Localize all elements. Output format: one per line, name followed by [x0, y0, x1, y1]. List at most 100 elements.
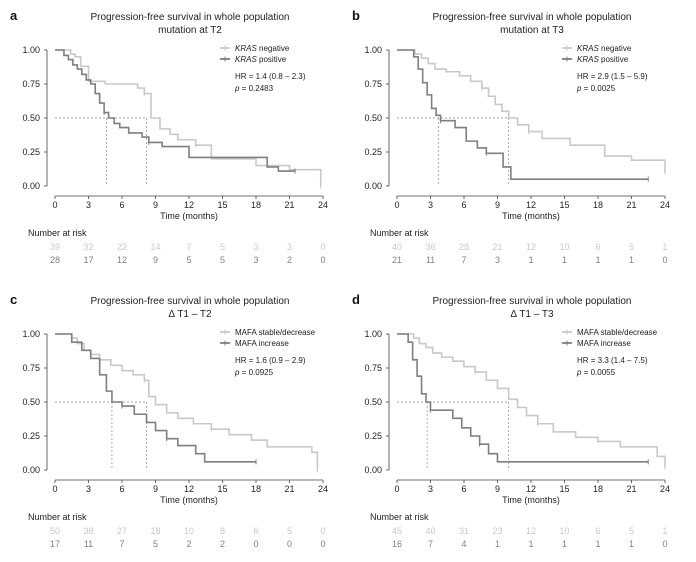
legend-label: MAFA increase [577, 339, 631, 348]
risk-count: 1 [629, 539, 634, 549]
y-tick-label: 0.75 [22, 79, 40, 89]
y-tick-label: 0.50 [22, 113, 40, 123]
legend-label: KRAS negative [577, 44, 632, 53]
x-tick-label: 18 [593, 200, 603, 210]
risk-count: 0 [662, 539, 667, 549]
legend-label: KRAS positive [577, 55, 629, 64]
risk-count: 16 [392, 539, 402, 549]
number-at-risk-label: Number at risk [370, 512, 429, 522]
risk-count: 6 [253, 526, 258, 536]
risk-count: 1 [562, 539, 567, 549]
x-axis-label: Time (months) [160, 211, 218, 221]
y-tick-label: 1.00 [22, 329, 40, 339]
survival-curve-1 [397, 49, 666, 173]
risk-count: 3 [287, 242, 292, 252]
risk-count: 5 [220, 255, 225, 265]
risk-count: 18 [150, 526, 160, 536]
x-tick-label: 18 [251, 484, 261, 494]
risk-count: 45 [392, 526, 402, 536]
x-tick-label: 15 [559, 200, 569, 210]
risk-count: 1 [595, 539, 600, 549]
survival-curve-1 [55, 49, 322, 186]
risk-count: 9 [153, 255, 158, 265]
x-tick-label: 6 [461, 484, 466, 494]
legend-gene-name: KRAS [577, 55, 599, 64]
y-tick-label: 0.00 [364, 181, 382, 191]
risk-count: 21 [492, 242, 502, 252]
x-tick-label: 18 [251, 200, 261, 210]
x-axis-label: Time (months) [160, 495, 218, 505]
y-tick-label: 0.50 [364, 113, 382, 123]
x-tick-label: 24 [318, 200, 328, 210]
risk-count: 3 [253, 255, 258, 265]
risk-count: 5 [287, 526, 292, 536]
risk-count: 1 [528, 255, 533, 265]
risk-count: 1 [528, 539, 533, 549]
risk-count: 27 [117, 526, 127, 536]
p-symbol: p [234, 84, 240, 93]
x-tick-label: 3 [86, 200, 91, 210]
x-tick-label: 0 [52, 200, 57, 210]
risk-count: 21 [392, 255, 402, 265]
x-tick-label: 9 [153, 200, 158, 210]
risk-count: 7 [186, 242, 191, 252]
p-symbol: p [576, 368, 582, 377]
chart-subtitle: mutation at T2 [158, 25, 222, 36]
legend-status: positive [257, 55, 287, 64]
y-tick-label: 0.25 [22, 147, 40, 157]
x-tick-label: 3 [428, 200, 433, 210]
risk-count: 0 [320, 526, 325, 536]
risk-count: 0 [320, 242, 325, 252]
x-tick-label: 12 [526, 484, 536, 494]
p-value: p = 0.0025 [576, 84, 616, 93]
risk-count: 12 [526, 242, 536, 252]
risk-count: 50 [50, 526, 60, 536]
risk-count: 0 [320, 255, 325, 265]
risk-count: 0 [287, 539, 292, 549]
p-value: p = 0.2483 [234, 84, 274, 93]
y-tick-label: 0.25 [22, 431, 40, 441]
chart-subtitle: Δ T1 – T2 [168, 309, 212, 320]
y-tick-label: 0.25 [364, 431, 382, 441]
p-number: = 0.0055 [581, 368, 615, 377]
survival-curve-2 [55, 333, 256, 463]
x-tick-label: 6 [119, 200, 124, 210]
risk-count: 0 [253, 539, 258, 549]
risk-count: 1 [495, 539, 500, 549]
number-at-risk-label: Number at risk [28, 512, 87, 522]
panel-letter: a [10, 8, 18, 23]
panel-letter: b [352, 8, 360, 23]
y-tick-label: 1.00 [364, 45, 382, 55]
risk-count: 22 [117, 242, 127, 252]
risk-count: 17 [83, 255, 93, 265]
survival-curve-2 [397, 333, 649, 463]
risk-count: 36 [425, 242, 435, 252]
y-tick-label: 0.00 [364, 465, 382, 475]
km-chart-d: d Progression-free survival in whole popu… [352, 292, 670, 549]
legend-label: MAFA stable/decrease [577, 328, 658, 337]
risk-count: 39 [50, 242, 60, 252]
risk-count: 2 [220, 539, 225, 549]
risk-count: 5 [153, 539, 158, 549]
legend-gene-name: KRAS [235, 55, 257, 64]
y-tick-label: 1.00 [22, 45, 40, 55]
x-tick-label: 12 [184, 484, 194, 494]
x-tick-label: 0 [394, 200, 399, 210]
risk-count: 40 [425, 526, 435, 536]
y-tick-label: 0.00 [22, 465, 40, 475]
risk-count: 10 [559, 526, 569, 536]
y-tick-label: 0.00 [22, 181, 40, 191]
chart-title: Progression-free survival in whole popul… [91, 296, 290, 307]
risk-count: 40 [392, 242, 402, 252]
x-tick-label: 0 [394, 484, 399, 494]
x-tick-label: 21 [284, 200, 294, 210]
risk-count: 7 [461, 255, 466, 265]
km-chart-b: b Progression-free survival in whole popu… [352, 8, 670, 265]
risk-count: 28 [459, 242, 469, 252]
p-symbol: p [234, 368, 240, 377]
risk-count: 0 [662, 255, 667, 265]
y-tick-label: 0.75 [22, 363, 40, 373]
legend-gene-name: KRAS [235, 44, 257, 53]
x-tick-label: 24 [660, 200, 670, 210]
x-tick-label: 21 [284, 484, 294, 494]
